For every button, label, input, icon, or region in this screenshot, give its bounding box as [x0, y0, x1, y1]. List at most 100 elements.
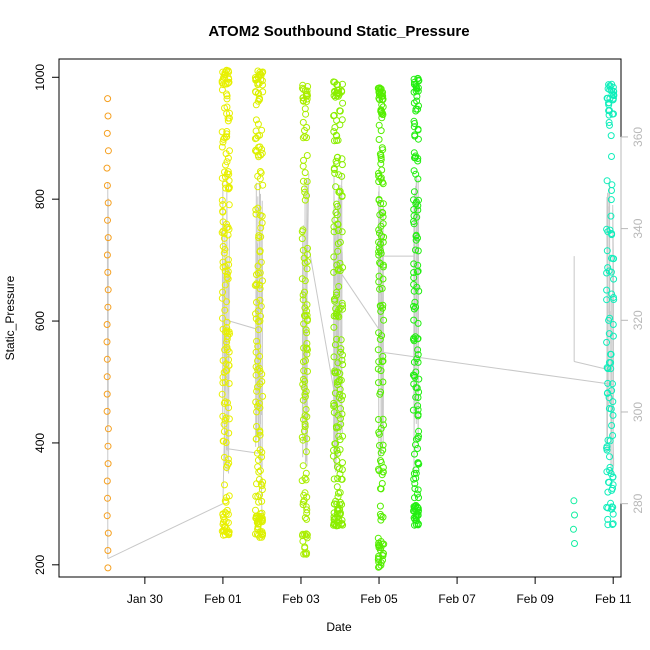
x-tick-label: Feb 09: [516, 592, 554, 606]
x-tick-label: Jan 30: [127, 592, 163, 606]
data-point: [414, 267, 422, 275]
data-point: [218, 77, 226, 85]
data-point: [413, 213, 421, 221]
data-point: [256, 211, 264, 219]
data-point: [221, 497, 229, 505]
data-point: [339, 305, 346, 313]
data-point: [376, 390, 384, 398]
x-tick-label: Feb 11: [595, 592, 632, 606]
y2-tick-label: 300: [631, 402, 645, 422]
data-point: [299, 81, 307, 89]
data-point: [302, 476, 310, 484]
data-point: [222, 150, 230, 158]
data-point: [223, 324, 231, 331]
data-point: [377, 425, 385, 432]
data-point: [609, 503, 617, 511]
data-point: [299, 118, 307, 126]
data-point: [378, 332, 386, 340]
data-point: [607, 132, 615, 140]
data-point: [223, 220, 230, 228]
data-point: [303, 90, 311, 98]
data-point: [301, 312, 308, 320]
data-point: [222, 173, 229, 181]
data-point: [607, 365, 615, 373]
data-point: [414, 346, 422, 354]
data-point: [257, 224, 265, 232]
data-point: [303, 87, 311, 95]
data-point: [333, 483, 341, 491]
data-point: [301, 196, 309, 204]
data-point: [339, 302, 346, 310]
data-point: [339, 432, 347, 440]
data-point: [380, 421, 387, 429]
data-point: [411, 78, 418, 86]
data-point: [376, 510, 384, 518]
data-point: [252, 363, 260, 371]
data-point: [375, 416, 382, 423]
chart-title: ATOM2 Southbound Static_Pressure: [208, 23, 469, 40]
data-point: [225, 529, 233, 537]
data-point: [299, 97, 307, 104]
data-point: [219, 138, 227, 146]
data-point: [302, 530, 310, 538]
data-point: [303, 515, 311, 523]
data-point: [415, 432, 422, 440]
data-point: [255, 468, 263, 476]
data-point: [330, 223, 338, 231]
data-point: [253, 408, 261, 416]
data-point: [415, 494, 422, 502]
data-point: [103, 373, 111, 381]
data-point: [330, 475, 338, 483]
data-point: [330, 409, 338, 416]
data-point: [374, 346, 382, 354]
data-point: [605, 330, 613, 338]
data-point: [253, 280, 260, 288]
data-point: [103, 338, 111, 346]
data-point: [330, 353, 338, 361]
data-point: [223, 130, 231, 138]
data-point: [338, 475, 346, 483]
data-point: [412, 393, 420, 401]
data-point: [606, 467, 614, 474]
data-point: [335, 465, 343, 473]
data-point: [104, 147, 112, 155]
trace-segment: [308, 246, 337, 403]
data-point: [337, 405, 344, 413]
data-point: [225, 492, 233, 500]
data-point: [330, 520, 338, 528]
data-point: [300, 375, 307, 383]
data-point: [414, 175, 422, 183]
data-point: [331, 369, 339, 377]
data-point: [414, 105, 422, 113]
data-point: [376, 285, 384, 293]
data-point: [252, 127, 260, 135]
data-point: [414, 135, 422, 143]
data-point: [338, 161, 346, 169]
data-point: [335, 283, 343, 290]
data-point: [302, 503, 310, 511]
data-point: [379, 357, 387, 365]
data-point: [330, 166, 338, 173]
y-tick-label: 800: [33, 189, 47, 209]
data-point: [411, 373, 419, 381]
data-point: [301, 420, 309, 428]
data-point: [607, 212, 615, 220]
data-point: [570, 497, 578, 505]
data-point: [334, 227, 342, 234]
data-point: [605, 101, 613, 109]
data-point: [379, 213, 387, 221]
data-point: [605, 316, 613, 324]
data-point: [607, 499, 615, 507]
data-point: [301, 277, 309, 285]
data-point: [219, 242, 227, 250]
data-point: [255, 364, 263, 372]
data-point: [251, 281, 259, 289]
data-point: [331, 93, 339, 101]
data-point: [301, 474, 309, 482]
data-point: [253, 148, 261, 155]
data-point: [330, 500, 338, 508]
data-point: [220, 420, 228, 428]
data-point: [104, 547, 112, 554]
data-point: [606, 437, 614, 445]
data-point: [220, 229, 228, 237]
